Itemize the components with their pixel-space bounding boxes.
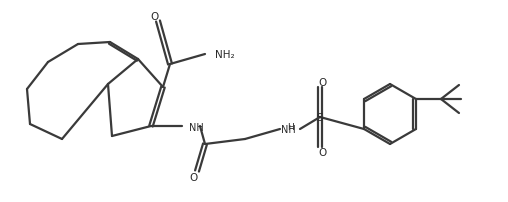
Text: O: O bbox=[150, 12, 158, 22]
Text: NH: NH bbox=[189, 122, 204, 132]
Text: H: H bbox=[287, 123, 294, 132]
Text: O: O bbox=[319, 78, 327, 87]
Text: O: O bbox=[319, 147, 327, 157]
Text: O: O bbox=[189, 172, 197, 182]
Text: NH: NH bbox=[281, 124, 296, 134]
Text: S: S bbox=[316, 113, 323, 122]
Text: NH₂: NH₂ bbox=[215, 50, 235, 60]
